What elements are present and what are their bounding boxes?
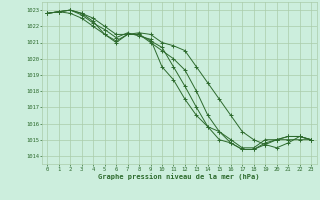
X-axis label: Graphe pression niveau de la mer (hPa): Graphe pression niveau de la mer (hPa): [99, 173, 260, 180]
